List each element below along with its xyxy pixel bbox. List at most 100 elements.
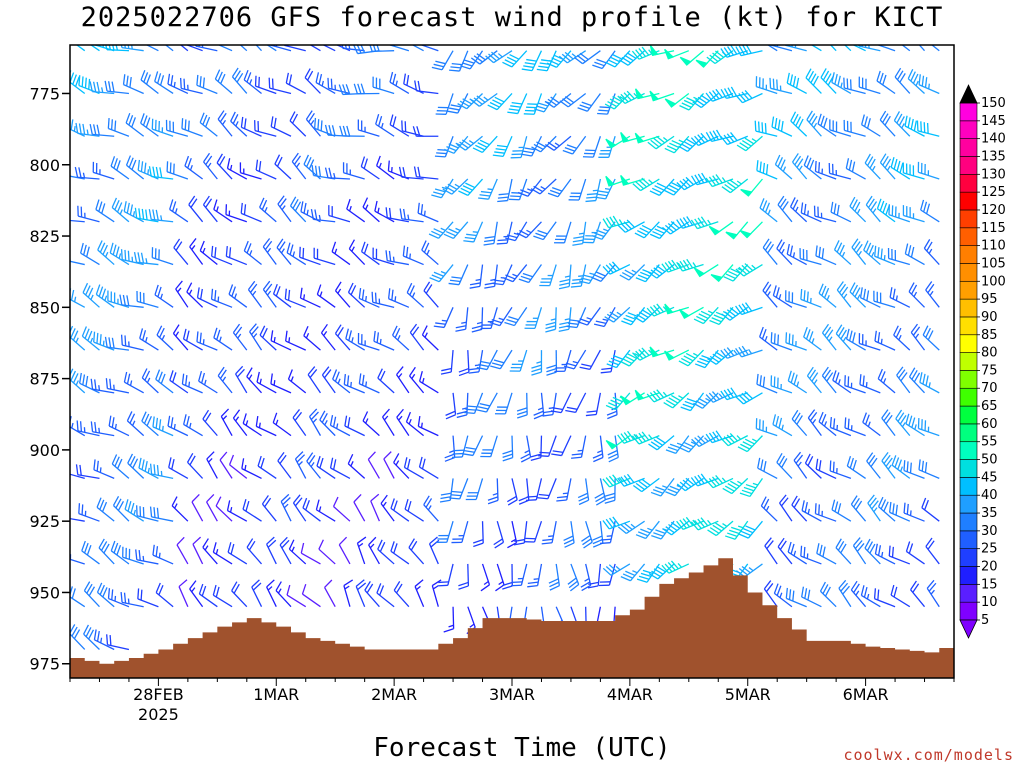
wind-barb <box>169 370 189 394</box>
wind-barb <box>429 264 454 283</box>
wind-barb <box>790 111 808 137</box>
wind-barb <box>185 45 203 52</box>
wind-barb <box>449 478 469 500</box>
wind-barb <box>255 45 263 52</box>
wind-barb <box>396 408 410 436</box>
wind-barb <box>305 110 321 137</box>
wind-barb <box>887 248 910 266</box>
wind-barb <box>571 435 587 459</box>
wind-barb <box>122 546 144 565</box>
wind-barb <box>920 199 940 223</box>
wind-barb <box>563 349 587 370</box>
wind-barb <box>448 264 469 286</box>
y-axis: 775 800 825 850 875 900 925 950 975 <box>29 84 70 674</box>
wind-barb <box>391 325 410 351</box>
wind-barb <box>773 583 793 608</box>
wind-barb <box>538 435 557 457</box>
wind-barb <box>676 258 704 272</box>
wind-barb <box>225 204 248 223</box>
wind-barb <box>530 178 557 195</box>
wind-barb <box>792 153 808 180</box>
wind-barb <box>910 580 926 608</box>
wind-barb <box>604 306 631 323</box>
wind-barb <box>542 392 557 417</box>
wind-barb <box>634 132 660 144</box>
wind-barb <box>860 585 881 608</box>
wind-barb <box>321 366 336 394</box>
wind-barb <box>923 239 940 265</box>
wind-barb <box>444 135 469 154</box>
wind-barb <box>389 71 410 95</box>
wind-barb <box>735 390 763 405</box>
x-tick-label: 3MAR <box>489 685 535 704</box>
wind-barb <box>123 371 144 394</box>
wind-barb <box>127 453 145 479</box>
wind-barb <box>89 81 115 95</box>
x-tick-label: 5MAR <box>725 685 771 704</box>
wind-barb <box>818 411 837 437</box>
wind-barb <box>541 521 557 545</box>
colorbar-label: 30 <box>981 524 998 539</box>
colorbar-swatch <box>959 245 978 264</box>
wind-barb <box>255 159 277 180</box>
wind-barb <box>858 333 881 351</box>
wind-barb <box>385 250 409 266</box>
x-tick-label: 4MAR <box>607 685 653 704</box>
wind-barb <box>864 153 881 180</box>
colorbar-swatch <box>959 566 978 585</box>
wind-barb <box>707 520 734 537</box>
wind-barb <box>225 245 248 266</box>
wind-barb <box>228 454 248 479</box>
wind-barb <box>216 153 233 180</box>
wind-barb <box>891 455 911 479</box>
wind-barb <box>240 116 262 137</box>
wind-barb <box>493 520 505 549</box>
wind-barb <box>558 307 572 332</box>
wind-barb <box>126 411 145 437</box>
x-tick-label: 28FEB <box>133 685 184 704</box>
wind-barb <box>661 560 690 574</box>
wind-barb <box>358 373 380 394</box>
wind-barb <box>859 374 881 394</box>
wind-barb <box>931 45 940 52</box>
wind-barb <box>75 464 100 480</box>
wind-barb <box>371 291 395 308</box>
wind-barb <box>843 45 852 52</box>
wind-barb <box>192 536 204 565</box>
wind-barb <box>345 328 366 351</box>
wind-barb <box>725 520 749 540</box>
wind-barb <box>246 367 263 394</box>
wind-barb <box>844 417 866 437</box>
wind-barb <box>324 579 336 608</box>
wind-barb <box>372 76 395 95</box>
wind-barb <box>845 158 866 180</box>
colorbar-label: 35 <box>981 506 998 521</box>
wind-barb <box>776 239 793 266</box>
wind-barb <box>800 202 822 223</box>
wind-barb <box>578 264 601 285</box>
wind-barb <box>313 247 336 266</box>
wind-barb <box>107 290 130 308</box>
wind-barb <box>551 435 572 457</box>
wind-barb <box>369 45 395 53</box>
wind-barb <box>495 563 505 592</box>
wind-barb <box>135 549 159 565</box>
wind-barb <box>240 202 262 223</box>
wind-barb <box>309 45 321 52</box>
wind-barb <box>376 583 395 608</box>
wind-barb <box>846 455 866 479</box>
wind-barb <box>485 50 513 64</box>
colorbar-swatch <box>959 512 978 532</box>
wind-barb <box>738 520 763 539</box>
wind-barb <box>737 435 763 453</box>
wind-barb <box>866 452 881 479</box>
wind-barb <box>876 45 896 52</box>
colorbar-swatch <box>959 459 978 478</box>
wind-barb <box>502 563 513 590</box>
wind-barb <box>510 563 528 587</box>
wind-barb <box>740 178 763 197</box>
wind-barb <box>769 77 793 95</box>
wind-barb <box>276 238 292 265</box>
wind-barb <box>513 521 528 546</box>
wind-barb <box>408 538 425 565</box>
